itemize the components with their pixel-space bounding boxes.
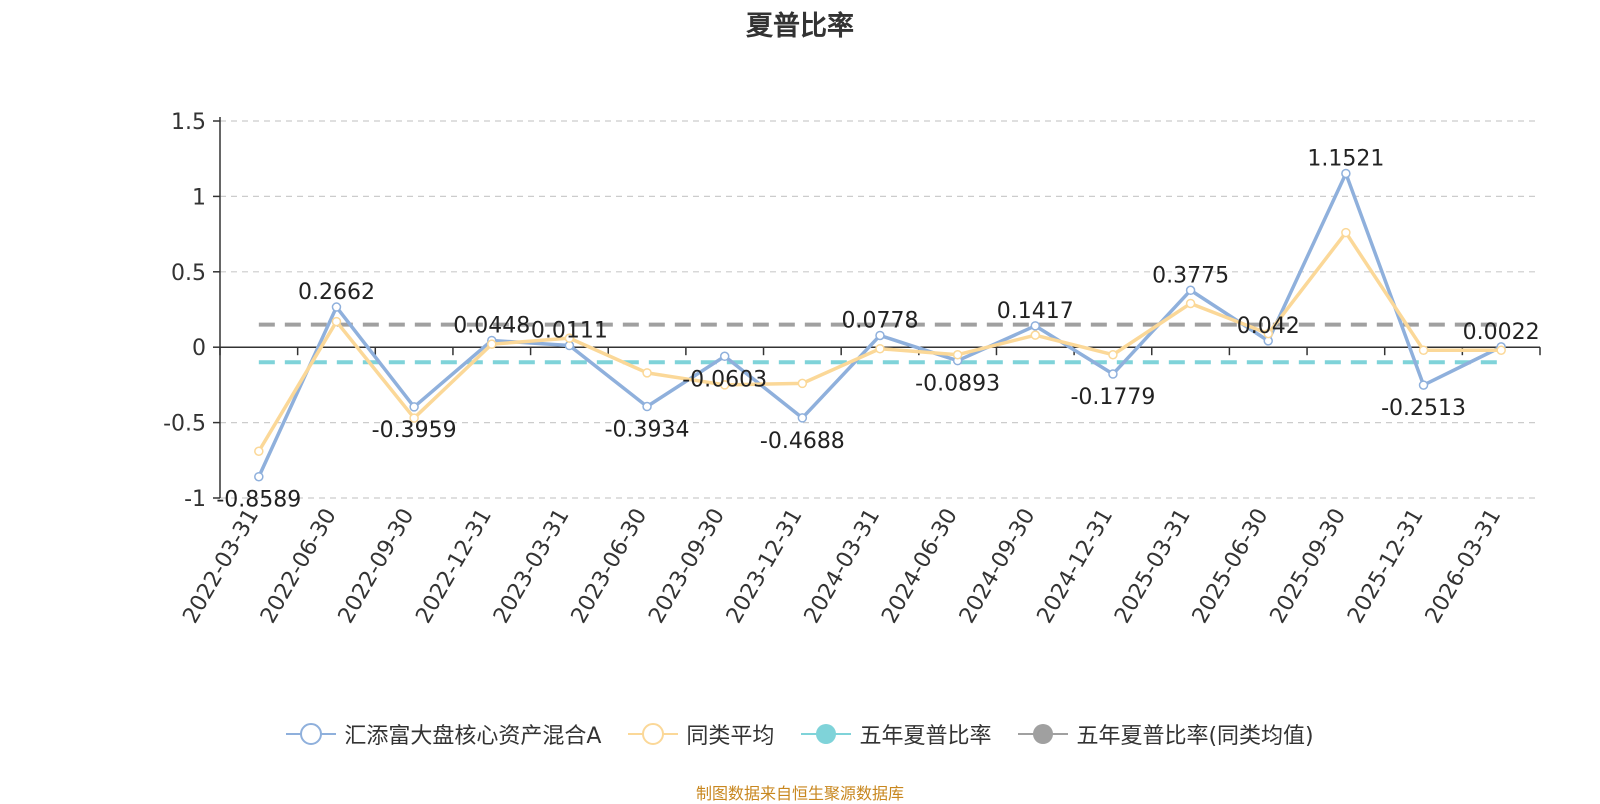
chart-title: 夏普比率: [746, 11, 854, 42]
peer-average-series-point: [409, 413, 419, 423]
fund-series-point: [797, 413, 808, 423]
x-tick-label: 2025-12-31: [1343, 505, 1429, 628]
x-tick-label: 2022-03-31: [178, 505, 264, 628]
fund-series-point: [642, 401, 652, 412]
x-tick-label: 2022-09-30: [334, 505, 420, 628]
fund-data-label: 0.0111: [531, 319, 608, 344]
y-tick-label: -0.5: [163, 412, 206, 437]
fund-data-label: -0.0603: [682, 367, 767, 392]
y-tick-label: -1: [184, 487, 206, 512]
peer-average-series-point: [642, 368, 652, 378]
peer-average-series-point: [331, 316, 342, 327]
y-tick-label: 0.5: [171, 261, 206, 286]
peer-average-series-point: [487, 339, 497, 349]
x-tick-label: 2025-06-30: [1188, 505, 1274, 628]
x-tick-label: 2025-03-31: [1110, 505, 1196, 628]
x-tick-label: 2024-03-31: [800, 505, 886, 628]
legend-item-five-year-peer[interactable]: 五年夏普比率(同类均值): [1018, 718, 1314, 750]
fund-data-label: 0.042: [1237, 314, 1300, 339]
fund-series-point: [719, 351, 730, 362]
x-tick-label: 2024-06-30: [877, 504, 963, 627]
fund-data-label: -0.3934: [605, 418, 690, 443]
fund-series-point: [1185, 285, 1196, 296]
legend-marker-fund: [286, 723, 337, 745]
fund-data-label: -0.8589: [216, 488, 301, 513]
fund-series-point: [254, 471, 264, 482]
peer-average-series-point: [1263, 328, 1273, 339]
fund-series-point: [409, 402, 419, 412]
data-source-note: 制图数据来自恒生聚源数据库: [695, 784, 904, 803]
legend-item-peer-average[interactable]: 同类平均: [628, 718, 774, 750]
chart-legend: 汇添富大盘核心资产混合A 同类平均 五年夏普比率 五年夏普比率(同类均值): [0, 718, 1600, 752]
fund-data-label: 0.0778: [842, 308, 919, 333]
peer-average-series-point: [1341, 227, 1351, 238]
fund-data-label: 0.1417: [997, 299, 1074, 324]
peer-average-series-point: [875, 343, 885, 354]
fund-data-label: 0.2662: [298, 280, 375, 305]
legend-label-peer-average: 同类平均: [686, 724, 775, 749]
fund-data-label: 0.3775: [1152, 263, 1229, 288]
peer-average-series-point: [1185, 298, 1196, 309]
legend-item-fund[interactable]: 汇添富大盘核心资产混合A: [286, 718, 601, 750]
fund-data-label: -0.0893: [915, 372, 1000, 397]
peer-average-series-point: [564, 333, 575, 343]
fund-data-label: -0.2513: [1381, 396, 1466, 421]
x-tick-label: 2024-09-30: [955, 505, 1041, 628]
fund-series-point: [331, 302, 342, 312]
x-tick-label: 2022-12-31: [411, 505, 497, 628]
legend-marker-peer-average: [628, 723, 679, 745]
x-tick-label: 2022-06-30: [256, 505, 342, 628]
x-tick-label: 2023-06-30: [567, 505, 653, 628]
x-tick-label: 2024-12-31: [1033, 505, 1119, 628]
fund-data-label: -0.1779: [1070, 385, 1155, 410]
x-tick-label: 2023-09-30: [644, 505, 730, 628]
x-tick-label: 2023-03-31: [489, 505, 575, 628]
x-tick-label: 2023-12-31: [722, 505, 808, 628]
peer-average-series-point: [719, 380, 730, 390]
peer-average-series-point: [1108, 349, 1118, 360]
peer-average-series-point: [1418, 345, 1429, 355]
legend-label-fund: 汇添富大盘核心资产混合A: [344, 724, 602, 749]
fund-data-label: 1.1521: [1307, 146, 1384, 171]
fund-series-point: [1108, 369, 1118, 379]
fund-data-label: 0.0448: [453, 313, 530, 338]
x-tick-label: 2025-09-30: [1265, 505, 1351, 628]
peer-average-series-point: [952, 349, 963, 360]
legend-label-five-year-peer: 五年夏普比率(同类均值): [1076, 724, 1314, 749]
peer-average-series-point: [797, 378, 808, 389]
legend-marker-five-year: [801, 724, 852, 744]
legend-item-five-year[interactable]: 五年夏普比率: [801, 718, 991, 750]
fund-series-point: [1341, 168, 1351, 179]
y-tick-label: 0: [192, 336, 206, 361]
fund-data-label: -0.3959: [372, 418, 457, 443]
peer-average-series-point: [1496, 345, 1506, 355]
peer-average-series-point: [1030, 330, 1041, 340]
peer-average-series-point: [254, 446, 264, 457]
y-tick-label: 1: [192, 185, 206, 210]
fund-data-label: -0.4688: [760, 429, 845, 454]
x-tick-label: 2026-03-31: [1421, 505, 1507, 628]
legend-marker-five-year-peer: [1018, 724, 1069, 744]
fund-series-point: [875, 330, 885, 341]
y-tick-label: 1.5: [171, 110, 206, 135]
fund-series-point: [1418, 380, 1429, 390]
fund-data-label: 0.0022: [1463, 320, 1540, 345]
fund-series-point: [1030, 321, 1041, 331]
legend-label-five-year: 五年夏普比率: [859, 724, 992, 749]
